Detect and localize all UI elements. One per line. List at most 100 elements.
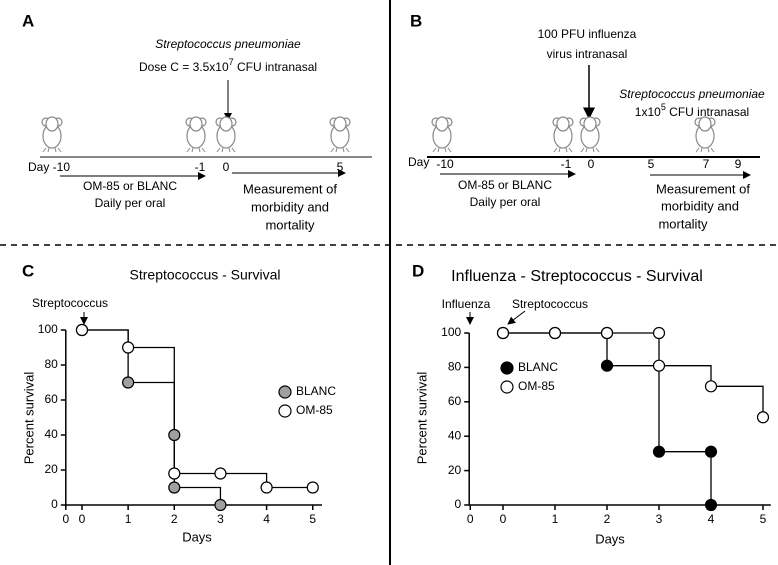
data-point [652,359,666,372]
x-tick-label: 0 [62,512,69,526]
y-tick-label: 80 [44,357,58,371]
y-tick-label: 20 [448,463,462,477]
legend-label: BLANC [518,360,558,374]
y-tick-label: 20 [44,462,58,476]
mouse-icon [431,116,453,153]
y-tick-label: 60 [44,392,58,406]
timeline-label: 5 [337,160,344,174]
data-point [496,326,510,340]
timeline-label: 5 [648,157,655,171]
x-tick-label: 3 [217,512,224,526]
measurement: Measurement of [656,181,750,196]
mouse-icon [215,116,237,153]
dose-text: Dose C = 3.5x10 [139,60,229,74]
y-tick-label: 100 [38,322,58,336]
y-tick-label: 0 [455,497,462,511]
timeline-label: -1 [561,157,572,171]
panel-label: A [22,11,34,30]
chart-title: Influenza - Streptococcus - Survival [451,268,703,285]
mouse-icon [41,116,63,153]
timeline-label: 0 [223,160,230,174]
mouse-icon [579,116,601,153]
annotation: Influenza [442,297,491,311]
panel-b: B 100 PFU influenza virus intranasal Str… [408,11,765,231]
data-point [75,323,89,337]
panel-a: A Streptococcus pneumoniae Dose C = 3.5x… [22,11,372,232]
virus: virus intranasal [547,47,628,61]
x-axis-label: Days [182,529,212,544]
treatment: OM-85 or BLANC [458,178,552,192]
timeline-label: 7 [703,157,710,171]
agent: Streptococcus pneumoniae [155,37,301,51]
dose-exp: 5 [661,102,666,112]
survival-step [128,346,175,474]
treatment: Daily per oral [95,196,166,210]
x-axis-label: Days [595,531,625,546]
legend-label: BLANC [296,384,336,398]
timeline-label: 9 [735,157,742,171]
data-point [548,326,562,340]
y-tick-label: 0 [51,497,58,511]
survival-step [81,329,129,348]
dose-text: 1x10 [635,105,661,119]
measurement: mortality [265,217,315,232]
dose: Dose C = 3.5x107 CFU intranasal [139,57,317,74]
data-point [704,380,718,393]
x-tick-label: 5 [760,512,767,526]
data-point [168,467,181,480]
legend-marker [278,404,292,418]
y-tick-label: 100 [441,325,461,339]
x-tick-label: 0 [467,512,474,526]
measurement: mortality [658,216,708,231]
y-axis-label: Percent survival [21,372,36,465]
data-point [306,481,319,494]
data-point [652,326,666,340]
legend-marker [500,361,514,375]
data-point [122,341,135,354]
timeline-label: 0 [588,157,595,171]
panel-label: D [412,261,424,280]
annotation: Streptococcus [512,297,588,311]
legend-marker [500,380,514,394]
x-tick-label: 1 [552,512,559,526]
timeline-label: -10 [436,157,454,171]
x-tick-label: 3 [656,512,663,526]
y-axis-label: Percent survival [414,372,429,465]
panel-label: B [410,11,422,30]
x-tick-label: 4 [263,512,270,526]
treatment: Daily per oral [470,195,541,209]
x-tick-label: 1 [125,512,132,526]
dose-exp: 7 [229,57,234,67]
dose-unit: CFU intranasal [234,60,317,74]
mouse-icon [552,116,574,153]
data-point [168,481,181,494]
timeline-label: -1 [195,160,206,174]
data-point [704,498,718,512]
data-point [122,376,135,389]
survival-step [174,486,222,505]
legend-label: OM-85 [296,403,333,417]
y-tick-label: 40 [44,427,58,441]
panel-label: C [22,261,34,280]
data-point [652,445,666,458]
mouse-icon [329,116,351,153]
data-point [260,481,273,494]
x-tick-label: 4 [708,512,715,526]
arrow [507,310,526,325]
y-tick-label: 60 [448,394,462,408]
mouse-icon [185,116,207,153]
y-tick-label: 80 [448,360,462,374]
survival-step [607,365,660,452]
chart-title: Streptococcus - Survival [130,267,281,283]
measurement: Measurement of [243,181,337,196]
dose: 1x105 CFU intranasal [635,102,749,119]
mouse-icon [694,116,716,153]
data-point [600,326,614,340]
data-point [214,498,227,512]
data-point [704,445,718,458]
survival-step [220,472,268,488]
survival-step [711,385,764,418]
x-tick-label: 0 [500,512,507,526]
x-tick-label: 5 [309,512,316,526]
